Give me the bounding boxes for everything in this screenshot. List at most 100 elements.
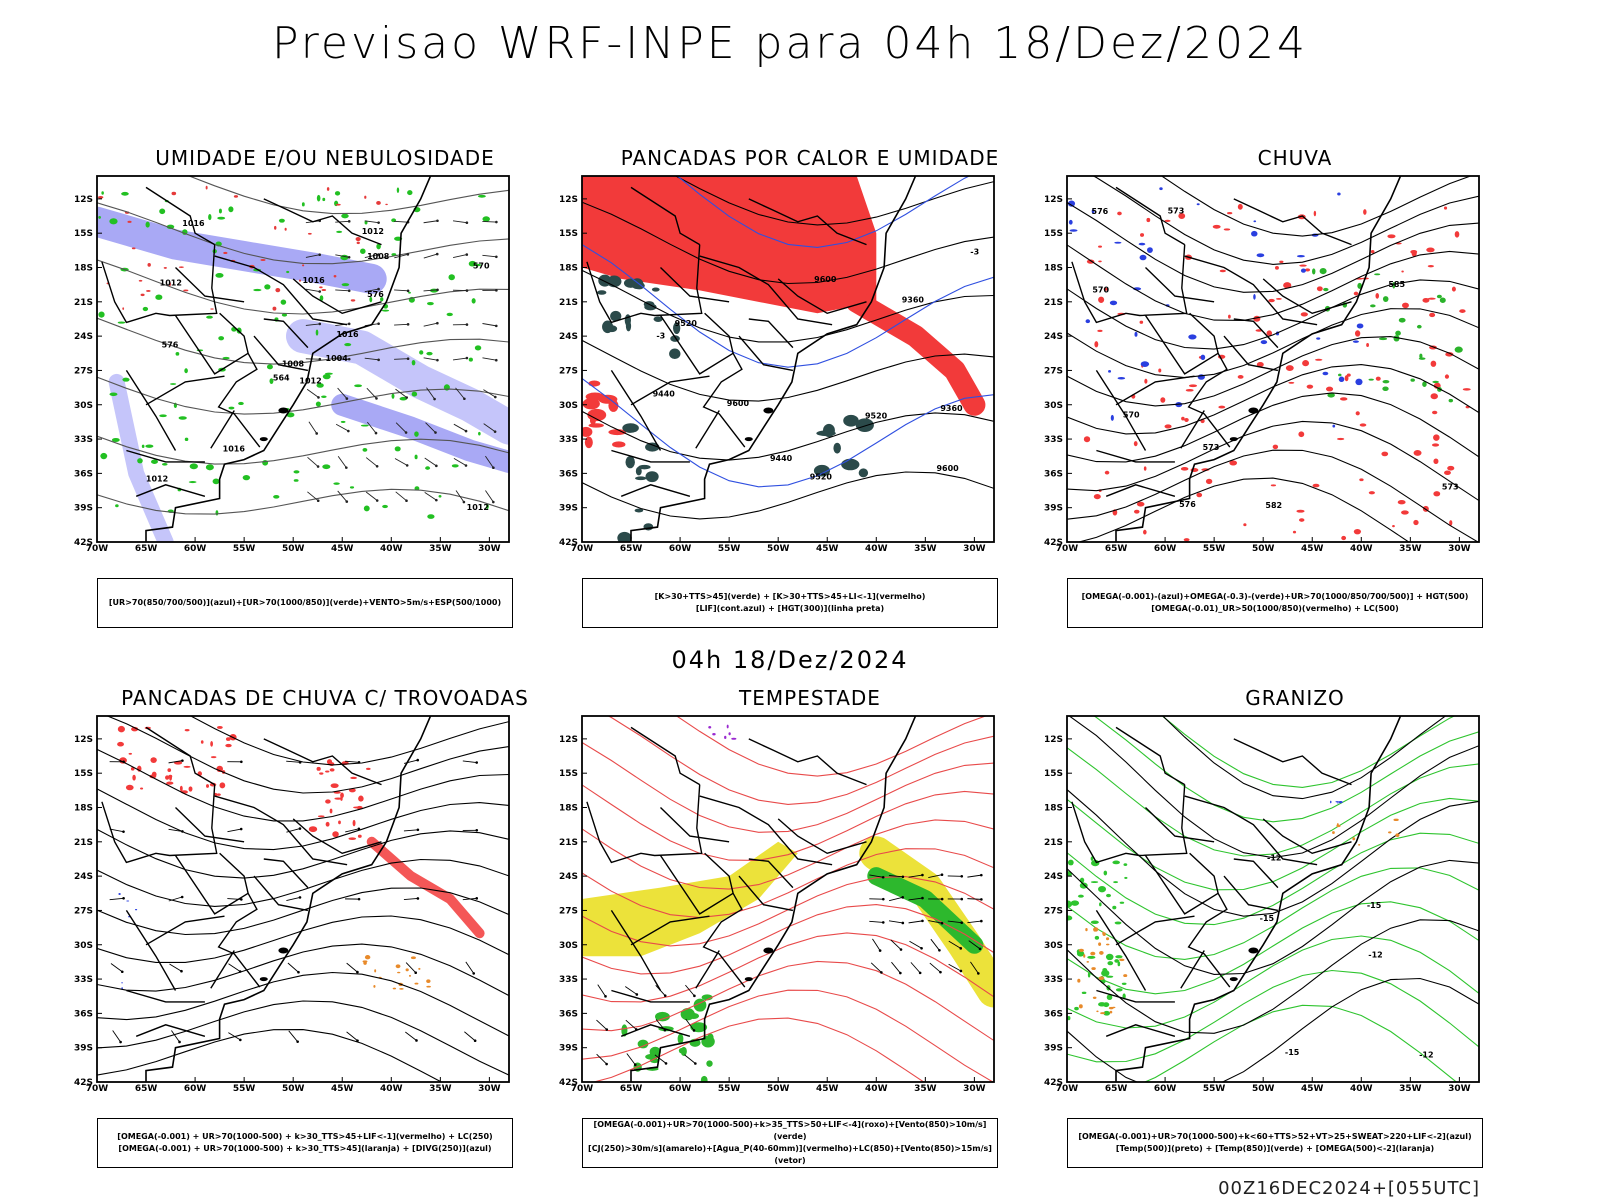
low-humidity-contour <box>159 208 166 215</box>
wind-vector-head <box>406 323 410 326</box>
omega-green-area <box>1382 386 1389 391</box>
omega-blue-area <box>1256 253 1265 258</box>
low-humidity-contour <box>446 312 453 317</box>
omega-blue-area <box>1134 331 1138 337</box>
streamline-arrow <box>346 962 358 973</box>
contour-label: 576 <box>1092 207 1109 216</box>
low-humidity-contour <box>414 431 419 437</box>
omega-orange <box>1111 1006 1116 1009</box>
contour-label: -15 <box>1367 901 1382 910</box>
low-humidity-contour <box>438 494 442 498</box>
rain-area <box>1285 365 1294 372</box>
contour-label: 9520 <box>865 411 888 420</box>
lon-label: 70W <box>86 1084 109 1094</box>
hail-area <box>1335 801 1340 803</box>
instability-orange <box>418 967 421 970</box>
temp-850 <box>1067 747 1479 857</box>
wind-vector-head <box>435 464 438 468</box>
instability-area <box>588 423 604 428</box>
border-line <box>777 818 867 855</box>
rain-area <box>1447 465 1455 471</box>
border-line <box>1115 915 1195 946</box>
rain-area <box>1433 491 1441 497</box>
wind-vector <box>305 254 320 258</box>
thunderstorm-area <box>166 781 174 785</box>
lat-label: 30S <box>559 401 578 411</box>
rain-area <box>1430 360 1437 367</box>
streamline-arrow-head <box>240 760 243 764</box>
rain-area <box>1341 535 1347 541</box>
wind-850-area <box>706 1060 713 1067</box>
contour-label: -12 <box>1368 950 1382 959</box>
temp-850-contour <box>1114 959 1120 963</box>
lat-label: 27S <box>1044 906 1063 916</box>
low-humidity-contour <box>218 336 225 341</box>
map-heat-showers: 9600 9520 9600 9440 9520 9440 9360 9600 9520 9360… <box>559 175 995 554</box>
rain-area <box>1422 297 1430 303</box>
streamline-250 <box>97 788 509 851</box>
instability-orange <box>397 971 401 974</box>
low-humidity-contour <box>363 505 370 512</box>
panel-hail: GRANIZO -12 -12 -12 -15 -15 -15 12S 15S 18S 21S 24… <box>1025 686 1485 1168</box>
border-line <box>126 989 205 1003</box>
wind-vector <box>394 253 408 259</box>
geopotential-500 <box>1160 176 1473 237</box>
wind-vector-head <box>663 994 667 997</box>
streamline-arrow <box>405 962 417 974</box>
omega-blue-area <box>1188 334 1197 340</box>
contour-label: 570 <box>1123 411 1140 420</box>
streamline-arrow-head <box>178 1040 181 1044</box>
thunderstorm-area <box>225 743 232 748</box>
convective-area <box>855 418 874 433</box>
map-rain: 585 582 576 573 570 573 576 570 573 12S 15S 18S 21S 2… <box>1044 175 1480 554</box>
omega-green-area <box>1357 282 1362 289</box>
temp-500 <box>1161 716 1447 800</box>
low-humidity-contour <box>482 216 490 222</box>
omega-blue-area <box>1159 187 1163 191</box>
omega-orange <box>1093 927 1099 932</box>
rain-area <box>1381 451 1389 457</box>
border-line <box>630 375 710 406</box>
streamline-arrow-head <box>296 1040 299 1043</box>
wind-vector <box>910 962 921 974</box>
omega-orange <box>1102 931 1105 935</box>
streamline-250 <box>97 748 509 822</box>
border-line <box>175 806 245 843</box>
lon-label: 30W <box>478 1084 501 1094</box>
geopotential-height <box>582 201 994 285</box>
low-humidity-contour <box>382 504 388 509</box>
thunderstorm-area <box>210 740 213 747</box>
wind-vector-head <box>940 921 944 925</box>
thunderstorm-area <box>325 799 331 804</box>
lon-label: 65W <box>135 544 158 554</box>
omega-blue-area <box>1069 229 1078 232</box>
wind-vector-head <box>465 356 469 360</box>
rain-area <box>1432 410 1438 415</box>
omega-green-area <box>1454 346 1463 353</box>
wind-vector <box>423 357 438 361</box>
low-humidity-contour <box>408 291 411 294</box>
wind-vector-head <box>404 431 408 434</box>
streamline-250 <box>106 716 509 794</box>
border-line <box>174 315 249 375</box>
wind-vector <box>423 253 438 259</box>
lon-label: 35W <box>1399 544 1422 554</box>
rain-area <box>1451 286 1456 292</box>
high-humidity-band <box>108 373 174 542</box>
geopotential-500 <box>1076 477 1410 542</box>
rain-area <box>1283 282 1292 289</box>
omega-orange <box>1123 974 1128 978</box>
lat-label: 30S <box>74 941 93 951</box>
contour-label: 1004 <box>326 354 349 363</box>
wind-vector <box>928 874 943 878</box>
wind-vector-head <box>406 357 410 361</box>
thunderstorm-area <box>330 783 339 788</box>
lagoon <box>259 977 268 982</box>
precipitable-water <box>591 1017 925 1082</box>
thunderstorm-area <box>128 752 133 755</box>
lat-label: 33S <box>74 975 93 985</box>
lat-label: 42S <box>1044 538 1063 548</box>
low-humidity-contour <box>486 503 489 510</box>
wind-vector <box>685 984 695 997</box>
thickness-contour <box>233 195 239 198</box>
